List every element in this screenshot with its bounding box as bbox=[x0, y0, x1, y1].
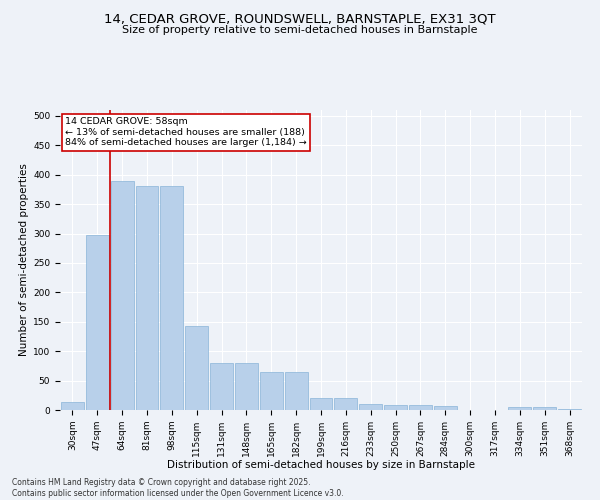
Bar bbox=[185, 326, 208, 410]
Bar bbox=[260, 372, 283, 410]
Bar bbox=[558, 409, 581, 410]
Bar bbox=[409, 406, 432, 410]
Bar bbox=[384, 406, 407, 410]
Y-axis label: Number of semi-detached properties: Number of semi-detached properties bbox=[19, 164, 29, 356]
Bar bbox=[533, 407, 556, 410]
Bar bbox=[508, 407, 531, 410]
X-axis label: Distribution of semi-detached houses by size in Barnstaple: Distribution of semi-detached houses by … bbox=[167, 460, 475, 470]
Text: 14 CEDAR GROVE: 58sqm
← 13% of semi-detached houses are smaller (188)
84% of sem: 14 CEDAR GROVE: 58sqm ← 13% of semi-deta… bbox=[65, 118, 307, 148]
Bar bbox=[210, 363, 233, 410]
Bar bbox=[160, 186, 183, 410]
Bar bbox=[61, 402, 84, 410]
Text: Size of property relative to semi-detached houses in Barnstaple: Size of property relative to semi-detach… bbox=[122, 25, 478, 35]
Bar bbox=[434, 406, 457, 410]
Bar bbox=[86, 236, 109, 410]
Bar bbox=[285, 372, 308, 410]
Bar bbox=[111, 180, 134, 410]
Bar bbox=[310, 398, 332, 410]
Bar bbox=[334, 398, 357, 410]
Bar bbox=[136, 186, 158, 410]
Text: 14, CEDAR GROVE, ROUNDSWELL, BARNSTAPLE, EX31 3QT: 14, CEDAR GROVE, ROUNDSWELL, BARNSTAPLE,… bbox=[104, 12, 496, 26]
Bar bbox=[359, 404, 382, 410]
Bar bbox=[235, 363, 258, 410]
Text: Contains HM Land Registry data © Crown copyright and database right 2025.
Contai: Contains HM Land Registry data © Crown c… bbox=[12, 478, 344, 498]
